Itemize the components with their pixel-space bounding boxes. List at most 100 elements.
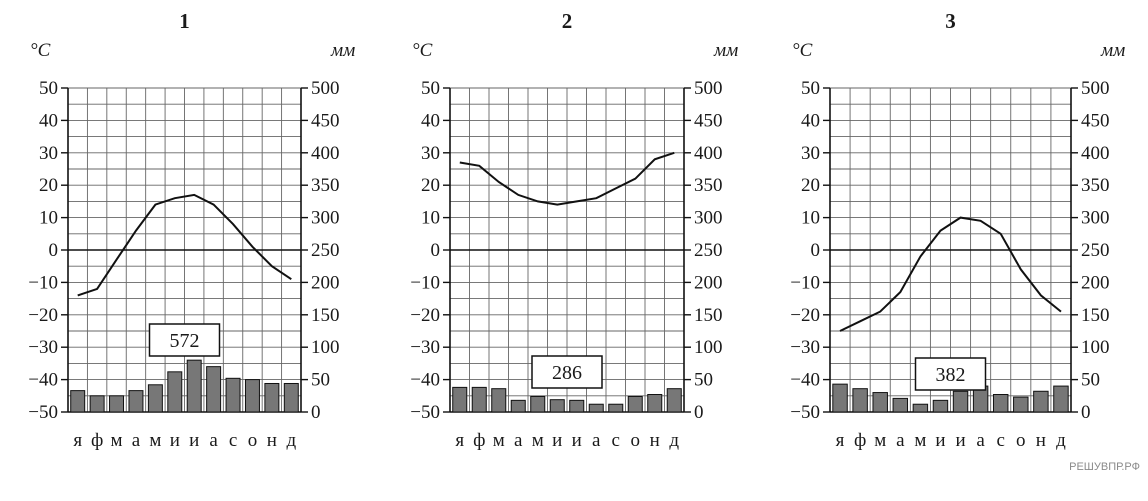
watermark: РЕШУВПР.РФ [1069,461,1140,473]
precip-bar [167,371,183,413]
precip-unit-label: мм [713,40,738,61]
precip-tick-label: 450 [694,110,723,131]
precip-bar [283,382,299,413]
month-label: а [132,430,141,451]
precip-bar [510,399,526,413]
precip-bar [872,392,888,413]
temperature-line [77,193,292,297]
precip-tick-label: 450 [311,110,340,131]
month-label: а [896,430,905,451]
precip-bar [852,388,868,413]
month-label: с [229,430,237,451]
total-precip-value: 286 [552,362,582,384]
precip-tick-label: 200 [1081,272,1110,293]
month-label: я [455,430,464,451]
precip-bar [264,382,280,413]
total-precip-value: 382 [936,364,966,386]
precip-tick-label: 150 [311,305,340,326]
total-precip-value: 572 [170,330,200,352]
month-label: м [914,430,926,451]
temp-tick-label: −40 [28,370,58,391]
precip-tick-label: 50 [311,370,330,391]
temp-tick-label: −50 [410,402,440,423]
month-label: м [493,430,505,451]
precip-bar [932,399,949,413]
month-label: н [1036,430,1046,451]
month-label: д [286,430,296,451]
temp-tick-label: 10 [39,208,58,229]
precip-tick-label: 500 [311,78,340,99]
precip-tick-label: 500 [694,78,723,99]
precip-bar [186,359,202,413]
precip-tick-label: 350 [311,175,340,196]
precip-tick-label: 250 [694,240,723,261]
chart-title: 1 [179,9,190,33]
precip-bar [206,366,222,413]
temp-tick-label: 30 [421,143,440,164]
precip-tick-label: 350 [694,175,723,196]
precip-bar [147,384,163,413]
month-label: и [955,430,965,451]
month-label: н [267,430,277,451]
precip-bar [471,386,487,413]
month-label: а [514,430,523,451]
precip-tick-label: 350 [1081,175,1110,196]
precip-bar [912,403,929,413]
precip-tick-label: 100 [311,337,340,358]
precip-tick-label: 400 [694,143,723,164]
precip-bar [1053,385,1069,413]
temp-tick-label: −50 [790,402,820,423]
month-label: м [874,430,886,451]
precip-tick-label: 0 [311,402,321,423]
precip-tick-label: 0 [1081,402,1091,423]
precip-tick-label: 400 [311,143,340,164]
month-label: ф [91,430,103,451]
month-label: о [248,430,258,451]
month-label: а [976,430,985,451]
month-label: я [73,430,82,451]
precip-bar [128,390,144,413]
temp-tick-label: 40 [801,110,820,131]
precip-bar [666,388,682,413]
precip-tick-label: 100 [694,337,723,358]
precip-bar [992,394,1009,413]
precip-bar [569,399,585,413]
temp-tick-label: 0 [431,240,441,261]
temp-tick-label: −20 [790,305,820,326]
temp-unit-label: °C [792,40,813,61]
month-label: о [1016,430,1026,451]
precip-bar [627,395,643,413]
temp-tick-label: 20 [421,175,440,196]
precip-bar [244,379,260,413]
precip-tick-label: 500 [1081,78,1110,99]
precip-tick-label: 50 [694,370,713,391]
month-label: и [170,430,180,451]
temp-tick-label: −40 [790,370,820,391]
precip-tick-label: 250 [311,240,340,261]
precip-bar [109,395,125,413]
month-label: м [111,430,123,451]
precip-bar [588,403,604,413]
temp-tick-label: −10 [410,272,440,293]
total-precip-box [914,357,987,391]
precip-tick-label: 50 [1081,370,1100,391]
temp-tick-label: 20 [801,175,820,196]
month-label: и [935,430,945,451]
precip-bar [1033,390,1049,413]
temp-tick-label: 50 [39,78,58,99]
precip-bar [70,390,86,413]
precip-tick-label: 400 [1081,143,1110,164]
month-label: д [1056,430,1066,451]
temp-tick-label: 40 [421,110,440,131]
temp-tick-label: −30 [790,337,820,358]
precip-tick-label: 100 [1081,337,1110,358]
precip-bar [549,399,565,413]
precip-bar [491,388,507,413]
precip-tick-label: 200 [311,272,340,293]
temp-tick-label: 30 [801,143,820,164]
temp-tick-label: −50 [28,402,58,423]
temp-tick-label: 40 [39,110,58,131]
